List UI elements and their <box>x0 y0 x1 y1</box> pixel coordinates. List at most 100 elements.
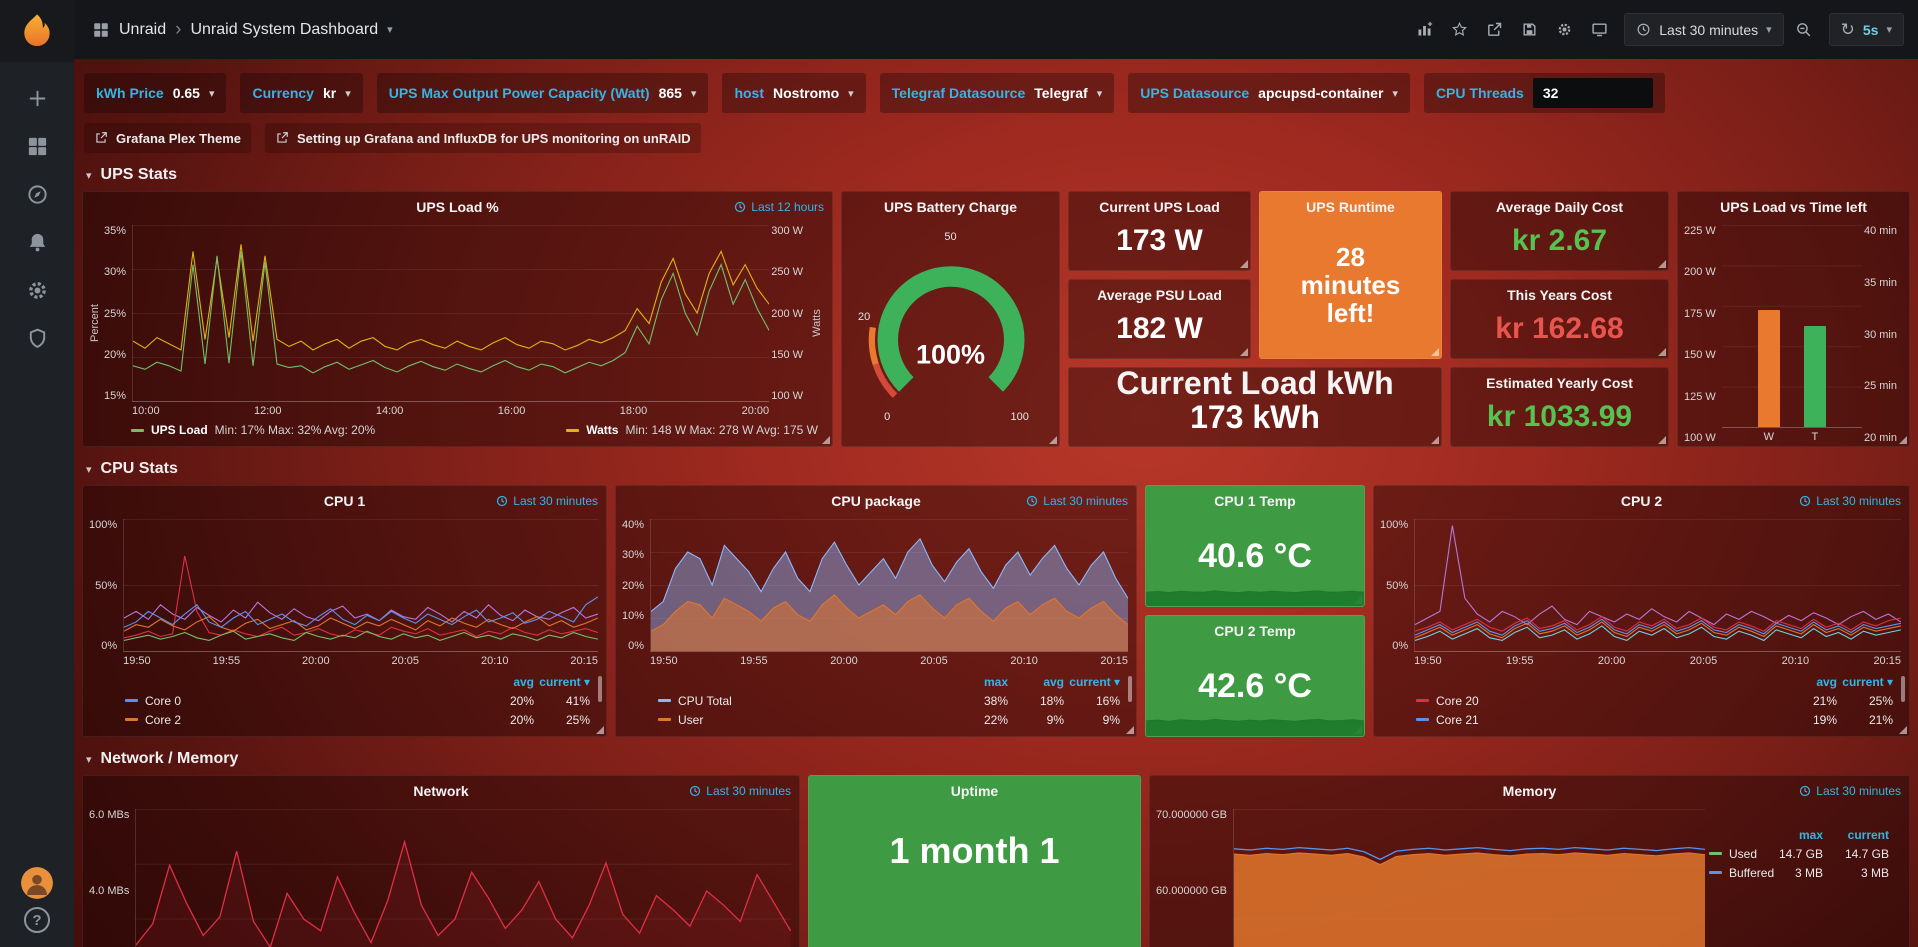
panel-resize-handle[interactable] <box>1658 260 1666 268</box>
graph-canvas[interactable] <box>132 225 770 402</box>
legend-column-header[interactable]: current ▾ <box>1069 674 1120 689</box>
server-admin-icon[interactable] <box>15 316 59 360</box>
var-ups-datasource[interactable]: UPS Datasource apcupsd-container ▾ <box>1128 73 1410 113</box>
legend-series[interactable]: CPU Total <box>658 694 952 708</box>
legend-column-header[interactable]: max <box>983 674 1008 689</box>
panel-title[interactable]: Average Daily Cost <box>1495 199 1624 215</box>
var-kwh-price[interactable]: kWh Price 0.65 ▾ <box>84 73 227 113</box>
panel-resize-handle[interactable] <box>1658 436 1666 444</box>
tv-mode-button[interactable] <box>1584 14 1614 46</box>
panel-title[interactable]: Current UPS Load <box>1099 199 1220 215</box>
alerting-icon[interactable] <box>15 220 59 264</box>
legend-series[interactable]: Core 20 <box>1416 694 1781 708</box>
link-grafana-plex-theme[interactable]: Grafana Plex Theme <box>84 123 251 153</box>
panel-title[interactable]: CPU package <box>831 493 921 509</box>
link-ups-monitoring-guide[interactable]: Setting up Grafana and InfluxDB for UPS … <box>265 123 701 153</box>
axis-tick: 20:10 <box>1781 655 1810 667</box>
panel-resize-handle[interactable] <box>1899 436 1907 444</box>
zoom-out-time-button[interactable] <box>1789 14 1819 46</box>
time-range-picker[interactable]: Last 30 minutes ▾ <box>1624 13 1784 46</box>
x-axis: 19:50 19:55 20:00 20:05 20:10 20:15 <box>123 652 598 670</box>
legend-series-watts[interactable]: Watts Min: 148 W Max: 278 W Avg: 175 W <box>566 423 818 437</box>
var-telegraf-datasource[interactable]: Telegraf Datasource Telegraf ▾ <box>879 73 1115 113</box>
var-currency[interactable]: Currency kr ▾ <box>240 73 363 113</box>
var-host[interactable]: host Nostromo ▾ <box>722 73 866 113</box>
graph-canvas[interactable] <box>123 519 598 652</box>
legend-series[interactable]: Core 21 <box>1416 713 1781 727</box>
y-axis-left: 100% 50% 0% <box>1378 519 1414 670</box>
panel-resize-handle[interactable] <box>1240 348 1248 356</box>
panel-resize-handle[interactable] <box>822 436 830 444</box>
explore-icon[interactable] <box>15 172 59 216</box>
grafana-logo[interactable] <box>0 0 74 62</box>
panel-title[interactable]: Estimated Yearly Cost <box>1486 375 1633 391</box>
legend-scrollbar[interactable] <box>598 676 602 702</box>
panel-resize-handle[interactable] <box>596 726 604 734</box>
panel-title[interactable]: Current Load kWh <box>1116 367 1394 401</box>
legend-scrollbar[interactable] <box>1901 676 1905 702</box>
panel-title[interactable]: UPS Battery Charge <box>883 199 1018 215</box>
row-title: CPU Stats <box>100 460 178 477</box>
breadcrumb-dashboard-title[interactable]: Unraid System Dashboard <box>190 20 379 38</box>
star-dashboard-button[interactable] <box>1444 14 1474 46</box>
dashboard-picker-caret-icon[interactable]: ▾ <box>387 24 393 36</box>
add-panel-button[interactable] <box>1409 14 1439 46</box>
dashboards-icon[interactable] <box>15 124 59 168</box>
legend-series[interactable]: Core 2 <box>125 713 478 727</box>
legend-column-header[interactable]: avg <box>513 674 534 689</box>
graph-canvas[interactable] <box>650 519 1128 652</box>
save-dashboard-button[interactable] <box>1514 14 1544 46</box>
panel-title[interactable]: CPU 1 <box>323 493 366 509</box>
var-ups-max-output[interactable]: UPS Max Output Power Capacity (Watt) 865… <box>376 73 709 113</box>
graph-canvas[interactable] <box>1232 809 1705 947</box>
timerange-label: Last 12 hours <box>751 200 824 214</box>
panel-resize-handle[interactable] <box>1431 348 1439 356</box>
legend-column-header[interactable]: max <box>1798 827 1823 842</box>
refresh-picker[interactable]: ↻ 5s ▾ <box>1828 13 1904 46</box>
share-dashboard-button[interactable] <box>1479 14 1509 46</box>
legend-series[interactable]: Used <box>1709 847 1757 861</box>
panel-title[interactable]: CPU 1 Temp <box>1214 493 1296 509</box>
panel-resize-handle[interactable] <box>1126 726 1134 734</box>
panel-title[interactable]: UPS Runtime <box>1306 199 1395 215</box>
panel-title[interactable]: Average PSU Load <box>1097 287 1222 303</box>
panel-resize-handle[interactable] <box>1240 260 1248 268</box>
panel-resize-handle[interactable] <box>1049 436 1057 444</box>
row-header-cpu-stats[interactable]: ▾ CPU Stats <box>86 460 1910 478</box>
panel-resize-handle[interactable] <box>1431 436 1439 444</box>
row-header-network-memory[interactable]: ▾ Network / Memory <box>86 750 1910 768</box>
panel-title[interactable]: UPS Load vs Time left <box>1720 199 1867 215</box>
help-icon[interactable]: ? <box>24 907 50 933</box>
panel-title[interactable]: This Years Cost <box>1507 287 1612 303</box>
panel-resize-handle[interactable] <box>1658 348 1666 356</box>
legend-column-header[interactable]: current ▾ <box>539 674 590 689</box>
legend-series-ups-load[interactable]: UPS Load Min: 17% Max: 32% Avg: 20% <box>131 423 375 437</box>
panel-title[interactable]: CPU 2 <box>1620 493 1663 509</box>
breadcrumb-separator: › <box>175 19 182 40</box>
graph-canvas[interactable] <box>1414 519 1901 652</box>
panel-title[interactable]: CPU 2 Temp <box>1214 623 1296 639</box>
panel-resize-handle[interactable] <box>1899 726 1907 734</box>
legend-column-header[interactable]: current ▾ <box>1842 674 1893 689</box>
graph-canvas[interactable] <box>135 809 791 947</box>
sidebar-bottom: ? <box>21 867 53 947</box>
cpu-threads-input[interactable] <box>1532 78 1653 108</box>
panel-title[interactable]: Uptime <box>950 783 999 799</box>
panel-title[interactable]: Memory <box>1502 783 1557 799</box>
configuration-icon[interactable] <box>15 268 59 312</box>
legend-series[interactable]: Buffered <box>1709 866 1774 880</box>
panel-title[interactable]: UPS Load % <box>416 199 499 215</box>
legend-column-header[interactable]: avg <box>1816 674 1837 689</box>
row-header-ups-stats[interactable]: ▾ UPS Stats <box>86 166 1910 184</box>
legend-series[interactable]: User <box>658 713 952 727</box>
legend-scrollbar[interactable] <box>1128 676 1132 702</box>
panel-title[interactable]: Network <box>413 783 469 799</box>
dashboard-settings-button[interactable] <box>1549 14 1579 46</box>
legend-series[interactable]: Core 0 <box>125 694 478 708</box>
bar <box>1803 326 1826 427</box>
breadcrumb-folder[interactable]: Unraid <box>119 20 167 38</box>
legend-column-header[interactable]: current <box>1847 827 1889 842</box>
legend-column-header[interactable]: avg <box>1043 674 1064 689</box>
create-icon[interactable] <box>15 76 59 120</box>
user-avatar[interactable] <box>21 867 53 899</box>
